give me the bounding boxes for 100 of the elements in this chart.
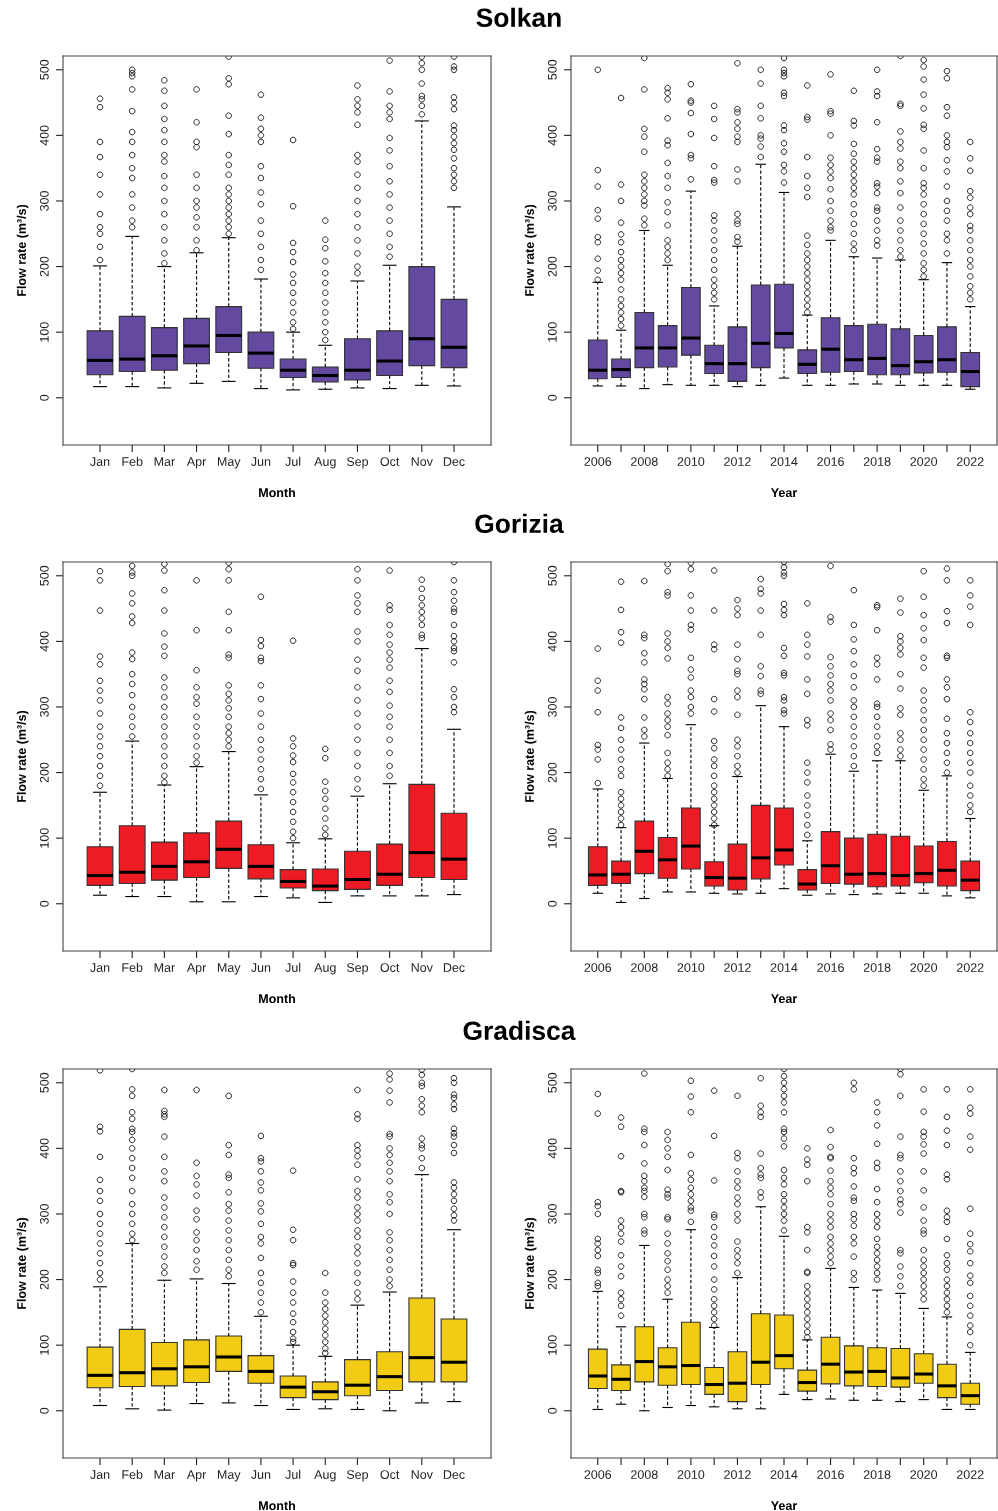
y-axis-title: Flow rate (m³/s)	[16, 204, 29, 296]
y-tick-label: 200	[39, 762, 49, 783]
y-tick-label: 500	[547, 565, 557, 586]
x-tick-label: Nov	[411, 1470, 433, 1479]
x-tick-label: Aug	[314, 963, 336, 975]
y-axis-title: Flow rate (m³/s)	[524, 710, 537, 802]
x-tick-label: Oct	[380, 457, 400, 466]
y-tick-label: 300	[547, 191, 557, 211]
x-tick-label: Apr	[186, 457, 207, 469]
x-axis-title: Year	[771, 994, 798, 1004]
y-tick-label: 300	[39, 1204, 49, 1224]
x-tick-label: Sep	[346, 1470, 369, 1482]
y-tick-label: 100	[547, 1335, 557, 1355]
x-tick-label: 2008	[631, 457, 658, 466]
x-tick-label: 2014	[770, 1470, 798, 1479]
chart-title: Gradisca	[463, 1020, 576, 1041]
y-tick-label: 100	[39, 1335, 49, 1355]
y-axis-title: Flow rate (m³/s)	[16, 710, 29, 802]
y-tick-label: 400	[547, 1138, 557, 1159]
x-tick-label: 2010	[677, 1470, 705, 1479]
y-tick-label: 400	[39, 1138, 49, 1159]
x-tick-label: 2006	[584, 963, 612, 972]
x-tick-label: 2008	[631, 963, 658, 972]
y-tick-label: 300	[547, 1204, 557, 1224]
y-tick-label: 0	[39, 1407, 49, 1414]
x-tick-label: Jan	[90, 457, 110, 466]
x-tick-label: Mar	[154, 457, 175, 466]
x-tick-label: Dec	[443, 963, 465, 972]
x-tick-label: 2014	[770, 457, 798, 466]
y-axis-title: Flow rate (m³/s)	[16, 1217, 29, 1309]
x-tick-label: Oct	[380, 963, 400, 972]
x-tick-label: Sep	[346, 963, 369, 975]
x-axis-title: Month	[259, 1500, 295, 1511]
x-tick-label: May	[217, 1470, 241, 1482]
y-tick-label: 500	[39, 565, 49, 586]
y-tick-label: 100	[547, 322, 557, 342]
x-axis-title: Year	[771, 488, 798, 498]
y-tick-label: 200	[39, 1269, 49, 1290]
y-tick-label: 200	[547, 1269, 557, 1290]
x-tick-label: Apr	[186, 963, 207, 975]
x-tick-label: 2016	[817, 1470, 844, 1479]
x-tick-label: Jun	[251, 1470, 271, 1479]
x-tick-label: Mar	[154, 1470, 175, 1479]
x-tick-label: Jul	[285, 962, 301, 972]
x-tick-label: Dec	[443, 1470, 465, 1479]
x-tick-label: 2016	[817, 963, 844, 972]
x-tick-label: Feb	[122, 1469, 143, 1479]
y-axis-title: Flow rate (m³/s)	[524, 1217, 537, 1309]
y-tick-label: 100	[547, 828, 557, 848]
x-tick-label: Jul	[285, 1469, 301, 1479]
x-tick-label: Nov	[411, 457, 433, 466]
x-tick-label: Jun	[251, 457, 271, 466]
x-axis-title: Month	[259, 487, 295, 498]
x-tick-label: 2012	[724, 1470, 751, 1479]
y-tick-label: 300	[547, 697, 557, 717]
y-tick-label: 500	[39, 1072, 49, 1093]
x-tick-label: Apr	[186, 1470, 207, 1482]
x-tick-label: Dec	[443, 457, 465, 466]
x-tick-label: 2020	[910, 457, 938, 466]
x-tick-label: Aug	[314, 1470, 336, 1482]
y-tick-label: 100	[39, 828, 49, 848]
x-tick-label: Oct	[380, 1470, 400, 1479]
y-tick-label: 0	[547, 394, 557, 401]
x-tick-label: 2018	[863, 963, 891, 972]
x-tick-label: Jan	[90, 963, 110, 972]
x-tick-label: Jan	[90, 1470, 110, 1479]
x-tick-label: 2018	[863, 1470, 891, 1479]
y-tick-label: 0	[547, 1407, 557, 1414]
x-tick-label: Sep	[346, 457, 369, 469]
y-tick-label: 200	[547, 256, 557, 277]
x-tick-label: Feb	[122, 962, 143, 972]
x-tick-label: Jun	[251, 963, 271, 972]
x-tick-label: 2022	[956, 457, 984, 466]
chart-title: Solkan	[476, 7, 561, 28]
y-tick-label: 100	[39, 322, 49, 342]
y-tick-label: 200	[547, 762, 557, 783]
x-tick-label: 2006	[584, 457, 612, 466]
x-tick-label: Aug	[314, 457, 336, 469]
y-tick-label: 0	[39, 394, 49, 401]
x-tick-label: 2010	[677, 963, 705, 972]
y-axis-title: Flow rate (m³/s)	[524, 204, 537, 296]
y-tick-label: 400	[547, 125, 557, 146]
y-tick-label: 300	[39, 697, 49, 717]
x-tick-label: 2010	[677, 457, 705, 466]
x-tick-label: Mar	[154, 963, 175, 972]
x-tick-label: 2008	[631, 1470, 658, 1479]
y-tick-label: 0	[547, 900, 557, 907]
y-tick-label: 400	[547, 631, 557, 652]
x-tick-label: 2012	[724, 457, 751, 466]
x-axis-title: Month	[259, 993, 295, 1004]
y-tick-label: 300	[39, 191, 49, 211]
x-tick-label: 2016	[817, 457, 844, 466]
y-tick-label: 200	[39, 256, 49, 277]
y-tick-label: 500	[547, 59, 557, 80]
y-tick-label: 500	[39, 59, 49, 80]
x-tick-label: 2018	[863, 457, 891, 466]
y-tick-label: 400	[39, 125, 49, 146]
chart-title: Gorizia	[475, 513, 564, 534]
x-tick-label: 2012	[724, 963, 751, 972]
x-tick-label: 2020	[910, 963, 938, 972]
